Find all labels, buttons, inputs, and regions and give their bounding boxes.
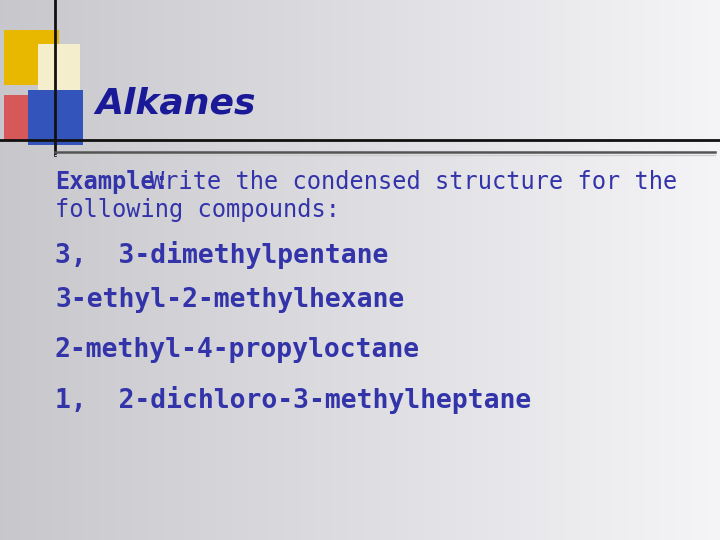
Text: Example:: Example: (55, 170, 169, 194)
Bar (28, 90, 83, 145)
Text: 3,  3-dimethylpentane: 3, 3-dimethylpentane (55, 241, 388, 269)
Text: 1,  2-dichloro-3-methylheptane: 1, 2-dichloro-3-methylheptane (55, 386, 531, 414)
Text: Write the condensed structure for the: Write the condensed structure for the (150, 170, 678, 194)
Text: Alkanes: Alkanes (95, 86, 256, 120)
Text: 2-methyl-4-propyloctane: 2-methyl-4-propyloctane (55, 337, 420, 363)
Bar (4, 95, 36, 140)
Bar (38, 44, 80, 92)
Text: 3-ethyl-2-methylhexane: 3-ethyl-2-methylhexane (55, 287, 404, 313)
Bar (4, 30, 59, 85)
Text: following compounds:: following compounds: (55, 198, 340, 222)
Bar (55, 90, 83, 145)
